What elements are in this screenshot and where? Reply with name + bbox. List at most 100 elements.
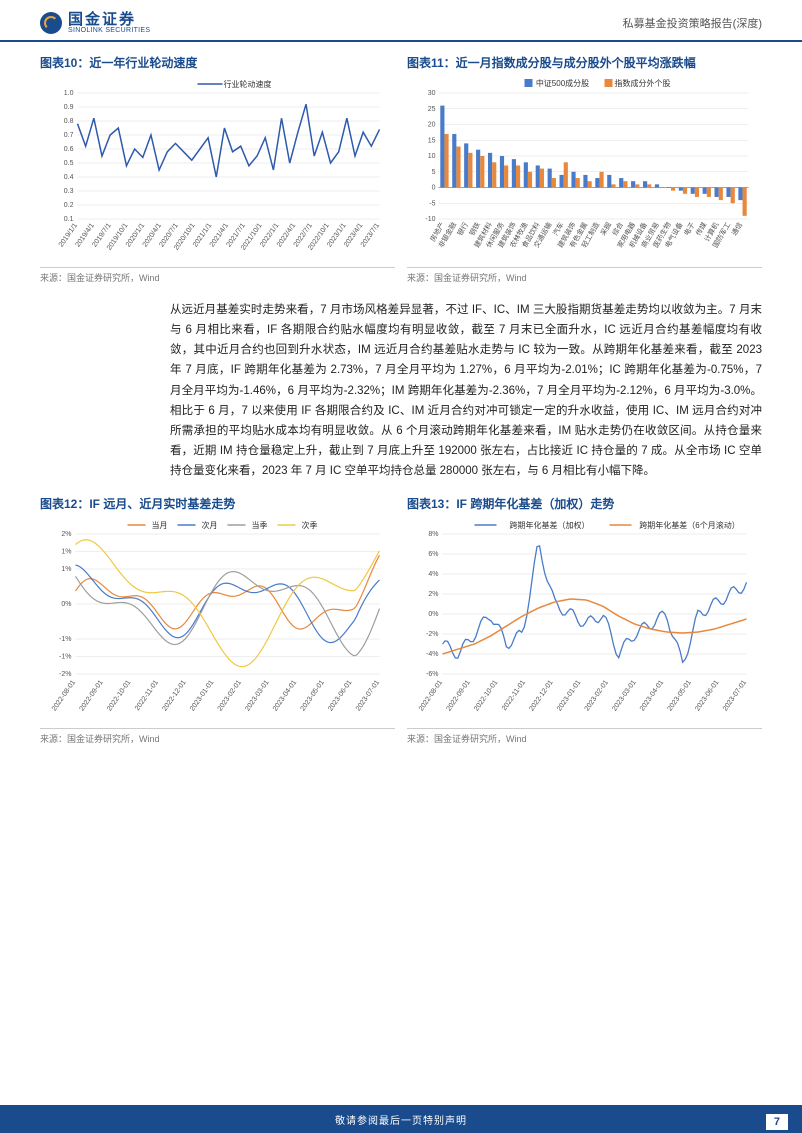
- svg-text:1%: 1%: [61, 566, 71, 573]
- chart-13-title: 图表13：IF 跨期年化基差（加权）走势: [407, 495, 762, 512]
- svg-text:当月: 当月: [152, 520, 168, 530]
- svg-text:2023-07-01: 2023-07-01: [355, 679, 381, 712]
- svg-text:电子: 电子: [682, 221, 697, 238]
- svg-text:1%: 1%: [61, 549, 71, 556]
- svg-text:2023-06-01: 2023-06-01: [694, 679, 720, 712]
- svg-text:2%: 2%: [61, 531, 71, 538]
- chart-10-block: 图表10：近一年行业轮动速度 行业轮动速度 0.1 0.2 0.3 0.4 0.5 0.6 0…: [40, 54, 395, 284]
- svg-text:2022-08-01: 2022-08-01: [51, 679, 77, 712]
- chart-row-2: 图表12：IF 远月、近月实时基差走势 当月 次月 当季 次季 -2% -1% -1% 0% 1…: [40, 495, 762, 745]
- svg-text:2022-10-01: 2022-10-01: [106, 679, 132, 712]
- page-footer: 敬请参阅最后一页特别声明 7: [0, 1105, 802, 1133]
- svg-text:0%: 0%: [61, 601, 71, 608]
- svg-text:2023-05-01: 2023-05-01: [300, 679, 326, 712]
- chart-12-title: 图表12：IF 远月、近月实时基差走势: [40, 495, 395, 512]
- svg-text:2023-03-01: 2023-03-01: [611, 679, 637, 712]
- logo-text: 国金证券 SINOLINK SECURITIES: [68, 12, 150, 34]
- svg-text:银行: 银行: [455, 221, 470, 238]
- chart-10-svg: 行业轮动速度0.10.20.30.40.50.60.70.80.91.02019…: [40, 75, 395, 265]
- logo-cn: 国金证券: [68, 12, 150, 27]
- svg-text:2023-05-01: 2023-05-01: [667, 679, 693, 712]
- svg-text:-4%: -4%: [426, 651, 438, 658]
- logo: 国金证券 SINOLINK SECURITIES: [40, 12, 150, 34]
- svg-text:0.8: 0.8: [64, 118, 74, 125]
- page-content: 图表10：近一年行业轮动速度 行业轮动速度 0.1 0.2 0.3 0.4 0.5 0.6 0…: [0, 42, 802, 745]
- svg-text:2022-09-01: 2022-09-01: [445, 679, 471, 712]
- logo-en: SINOLINK SECURITIES: [68, 27, 150, 34]
- svg-text:-1%: -1%: [59, 654, 71, 661]
- logo-icon: [40, 12, 62, 34]
- svg-text:0.2: 0.2: [64, 202, 74, 209]
- chart-row-1: 图表10：近一年行业轮动速度 行业轮动速度 0.1 0.2 0.3 0.4 0.5 0.6 0…: [40, 54, 762, 284]
- svg-text:2023-07-01: 2023-07-01: [722, 679, 748, 712]
- svg-text:0.1: 0.1: [64, 216, 74, 223]
- svg-text:0.6: 0.6: [64, 146, 74, 153]
- svg-text:15: 15: [428, 137, 436, 144]
- chart-12-source: 来源：国金证券研究所，Wind: [40, 728, 395, 745]
- body-paragraph: 从远近月基差实时走势来看，7 月市场风格差异显著，不过 IF、IC、IM 三大股…: [40, 290, 762, 495]
- chart-12-svg: 当月次月当季次季-2%-1%-1%0%1%1%2%2022-08-012022-…: [40, 516, 395, 726]
- svg-text:2022-10-01: 2022-10-01: [473, 679, 499, 712]
- svg-text:2023-01-01: 2023-01-01: [556, 679, 582, 712]
- svg-text:2023-01-01: 2023-01-01: [189, 679, 215, 712]
- chart-11-svg: 中证500成分股指数成分外个股-10-5051015202530房地产非银金融银…: [407, 75, 762, 265]
- svg-text:0: 0: [432, 185, 436, 192]
- svg-text:-10: -10: [425, 216, 435, 223]
- svg-text:2023-04-01: 2023-04-01: [639, 679, 665, 712]
- svg-text:6%: 6%: [428, 551, 438, 558]
- svg-text:2022-12-01: 2022-12-01: [528, 679, 554, 712]
- svg-text:次季: 次季: [302, 520, 318, 530]
- chart-10-source: 来源：国金证券研究所，Wind: [40, 267, 395, 284]
- svg-text:2023-04-01: 2023-04-01: [272, 679, 298, 712]
- footer-disclaimer: 敬请参阅最后一页特别声明: [40, 1112, 762, 1127]
- svg-text:0.3: 0.3: [64, 188, 74, 195]
- svg-text:2022-09-01: 2022-09-01: [78, 679, 104, 712]
- svg-text:0.4: 0.4: [64, 174, 74, 181]
- chart-11-source: 来源：国金证券研究所，Wind: [407, 267, 762, 284]
- svg-text:-6%: -6%: [426, 671, 438, 678]
- chart-11-title: 图表11：近一月指数成分股与成分股外个股平均涨跌幅: [407, 54, 762, 71]
- svg-text:跨期年化基差（加权）: 跨期年化基差（加权）: [510, 520, 590, 530]
- page-header: 国金证券 SINOLINK SECURITIES 私募基金投资策略报告(深度): [0, 0, 802, 42]
- svg-text:2023-02-01: 2023-02-01: [217, 679, 243, 712]
- svg-text:次月: 次月: [202, 520, 218, 530]
- svg-text:采掘: 采掘: [598, 221, 613, 238]
- svg-text:2023-06-01: 2023-06-01: [327, 679, 353, 712]
- svg-text:30: 30: [428, 90, 436, 97]
- svg-text:20: 20: [428, 122, 436, 129]
- svg-text:0.7: 0.7: [64, 132, 74, 139]
- chart-10-title: 图表10：近一年行业轮动速度: [40, 54, 395, 71]
- svg-text:4%: 4%: [428, 571, 438, 578]
- svg-text:行业轮动速度: 行业轮动速度: [224, 79, 272, 89]
- svg-text:2022-12-01: 2022-12-01: [161, 679, 187, 712]
- svg-text:2022-08-01: 2022-08-01: [418, 679, 444, 712]
- svg-text:2022-11-01: 2022-11-01: [134, 679, 160, 712]
- svg-text:2023-02-01: 2023-02-01: [584, 679, 610, 712]
- svg-text:2%: 2%: [428, 591, 438, 598]
- svg-text:跨期年化基差（6个月滚动）: 跨期年化基差（6个月滚动）: [639, 520, 739, 530]
- svg-text:-1%: -1%: [59, 636, 71, 643]
- page-number: 7: [766, 1114, 788, 1130]
- svg-text:-2%: -2%: [59, 671, 71, 678]
- chart-13-block: 图表13：IF 跨期年化基差（加权）走势 跨期年化基差（加权） 跨期年化基差（6个…: [407, 495, 762, 745]
- chart-13-svg: 跨期年化基差（加权） 跨期年化基差（6个月滚动） -6% -4% -2% 0% 2% 4% 6%…: [407, 516, 762, 726]
- svg-text:0%: 0%: [428, 611, 438, 618]
- svg-text:10: 10: [428, 153, 436, 160]
- svg-text:8%: 8%: [428, 531, 438, 538]
- chart-12-block: 图表12：IF 远月、近月实时基差走势 当月 次月 当季 次季 -2% -1% -1% 0% 1…: [40, 495, 395, 745]
- svg-text:5: 5: [432, 169, 436, 176]
- svg-text:中证500成分股: 中证500成分股: [536, 78, 589, 88]
- chart-13-source: 来源：国金证券研究所，Wind: [407, 728, 762, 745]
- svg-text:-5: -5: [429, 200, 435, 207]
- svg-text:2022-11-01: 2022-11-01: [501, 679, 527, 712]
- svg-text:当季: 当季: [252, 520, 268, 530]
- svg-text:1.0: 1.0: [64, 90, 74, 97]
- svg-text:2023-03-01: 2023-03-01: [244, 679, 270, 712]
- report-type: 私募基金投资策略报告(深度): [623, 15, 762, 31]
- svg-text:0.5: 0.5: [64, 160, 74, 167]
- svg-text:-2%: -2%: [426, 631, 438, 638]
- svg-text:25: 25: [428, 106, 436, 113]
- svg-text:指数成分外个股: 指数成分外个股: [615, 78, 671, 88]
- chart-11-block: 图表11：近一月指数成分股与成分股外个股平均涨跌幅 中证500成分股 指数成分外个…: [407, 54, 762, 284]
- svg-text:0.9: 0.9: [64, 104, 74, 111]
